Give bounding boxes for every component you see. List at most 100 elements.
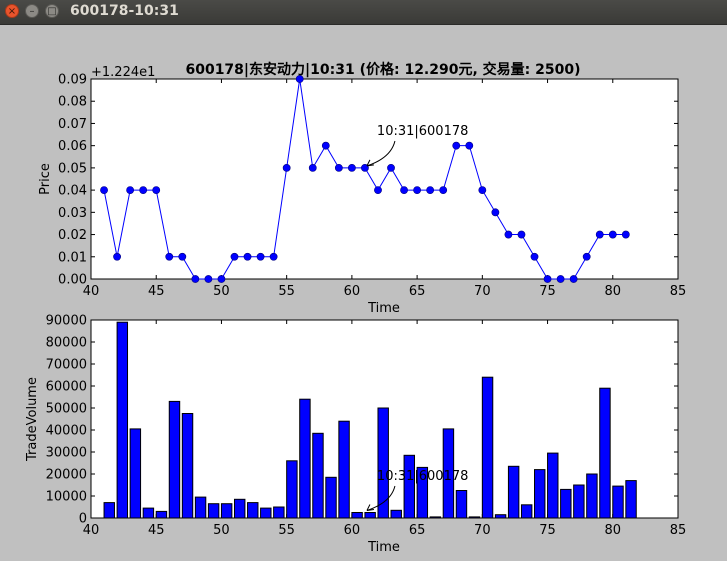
- price-point: [347, 163, 356, 172]
- volume-bar: [129, 428, 142, 519]
- price-chart-title: 600178|东安动力|10:31 (价格: 12.290元, 交易量: 250…: [185, 61, 580, 78]
- price-x-tick-label: 85: [670, 284, 687, 299]
- price-point: [361, 163, 369, 172]
- volume-bar: [625, 480, 637, 519]
- volume-bar: [338, 420, 350, 519]
- price-point: [282, 163, 291, 172]
- price-x-tick-label: 65: [409, 284, 426, 299]
- price-x-tick-label: 80: [605, 284, 622, 299]
- price-point: [165, 252, 174, 261]
- volume-y-tick-label: 70000: [46, 358, 87, 373]
- volume-y-tick-label: 40000: [46, 424, 87, 439]
- price-point: [387, 163, 395, 172]
- price-x-tick-label: 70: [474, 284, 491, 299]
- volume-y-tick-label: 10000: [46, 490, 87, 505]
- volume-bar: [168, 400, 181, 519]
- volume-bar: [468, 516, 481, 519]
- volume-x-tick-label: 50: [213, 523, 230, 538]
- volume-bar: [260, 507, 272, 519]
- price-x-tick-label: 55: [278, 284, 295, 299]
- price-x-tick-label: 50: [213, 284, 230, 299]
- price-point: [595, 230, 604, 239]
- price-y-tick-label: 0.05: [58, 161, 87, 176]
- volume-x-tick-label: 65: [409, 523, 426, 538]
- price-annotation-label: 10:31|600178: [377, 124, 468, 139]
- price-point: [308, 163, 317, 172]
- price-point: [491, 208, 500, 217]
- price-point: [152, 186, 161, 195]
- price-y-tick-label: 0.02: [58, 228, 87, 243]
- price-y-tick-label: 0.00: [58, 273, 87, 288]
- volume-y-axis-label: TradeVolume: [25, 377, 40, 462]
- volume-annotation-label: 10:31|600178: [377, 469, 468, 484]
- price-point: [517, 230, 526, 239]
- price-point: [465, 141, 474, 150]
- maximize-window-icon[interactable]: □: [45, 4, 59, 18]
- volume-bar: [390, 509, 402, 519]
- volume-bar: [403, 454, 416, 519]
- price-point: [178, 252, 187, 261]
- volume-bar: [455, 490, 468, 519]
- close-window-icon[interactable]: ×: [5, 4, 19, 18]
- volume-y-tick-label: 20000: [46, 468, 87, 483]
- volume-bar: [103, 502, 115, 519]
- price-point: [139, 186, 148, 195]
- price-point: [439, 186, 448, 195]
- volume-bar: [534, 469, 546, 519]
- minimize-window-icon[interactable]: –: [25, 4, 39, 18]
- price-point: [530, 252, 539, 261]
- volume-x-tick-label: 40: [83, 523, 100, 538]
- price-axis-offset-label: +1.224e1: [91, 65, 155, 80]
- price-point: [243, 252, 252, 261]
- price-point: [191, 275, 200, 283]
- volume-x-tick-label: 45: [148, 523, 165, 538]
- price-point: [504, 230, 513, 239]
- volume-bar: [377, 407, 389, 519]
- volume-bar: [416, 466, 429, 519]
- volume-x-tick-label: 85: [670, 523, 687, 538]
- price-point: [400, 186, 408, 195]
- price-point: [334, 163, 343, 172]
- volume-y-tick-label: 60000: [46, 380, 87, 395]
- volume-bar: [233, 498, 246, 519]
- volume-bar: [612, 485, 624, 519]
- volume-plot: Time TradeVolume 40 45 50 55 60 65 70 75 80 85 0 10…: [25, 314, 686, 556]
- price-point: [374, 186, 382, 195]
- price-y-tick-label: 0.03: [58, 206, 87, 221]
- price-y-tick-label: 0.04: [58, 184, 87, 199]
- price-point: [204, 275, 213, 283]
- price-x-tick-label: 75: [539, 284, 556, 299]
- volume-bar: [299, 398, 311, 519]
- volume-bar: [142, 507, 155, 519]
- volume-x-tick-label: 75: [539, 523, 556, 538]
- price-point: [543, 275, 552, 283]
- volume-bar: [364, 512, 376, 519]
- price-point: [113, 252, 121, 261]
- price-point: [256, 252, 265, 261]
- volume-x-tick-label: 80: [605, 523, 622, 538]
- volume-bar: [273, 506, 285, 519]
- chart-figure: 600178|东安动力|10:31 (价格: 12.290元, 交易量: 250…: [25, 61, 687, 556]
- price-x-tick-label: 60: [344, 284, 361, 299]
- window-title: 600178-10:31: [70, 3, 179, 19]
- price-point: [556, 275, 565, 283]
- price-point: [413, 186, 422, 195]
- price-y-axis-label: Price: [38, 163, 53, 195]
- volume-bar: [494, 514, 507, 519]
- volume-bar: [599, 387, 611, 519]
- volume-y-tick-label: 80000: [46, 336, 87, 351]
- volume-annotation-arrowhead: [366, 504, 375, 511]
- price-point: [126, 186, 135, 195]
- price-annotation-arrowhead: [366, 159, 375, 167]
- price-x-axis-label: Time: [367, 301, 400, 316]
- volume-bar: [220, 503, 233, 519]
- volume-bar: [573, 484, 585, 519]
- price-point: [230, 252, 239, 261]
- price-point: [100, 186, 108, 195]
- price-point: [321, 141, 330, 150]
- volume-y-tick-label: 0: [79, 512, 87, 527]
- volume-x-tick-label: 70: [474, 523, 491, 538]
- volume-bar: [181, 413, 194, 519]
- volume-bar: [116, 321, 129, 519]
- price-y-tick-label: 0.01: [58, 250, 87, 265]
